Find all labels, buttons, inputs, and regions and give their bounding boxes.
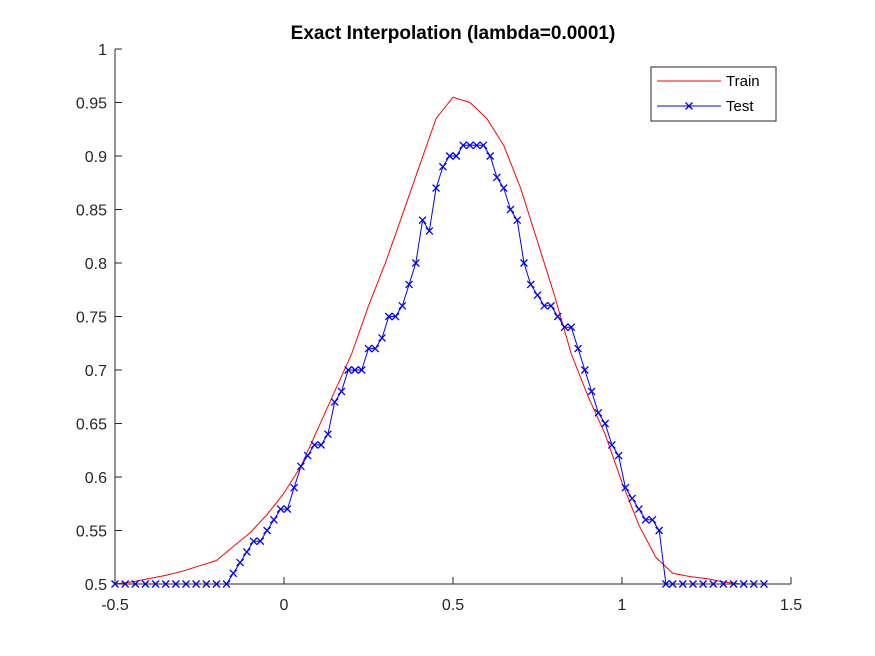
x-tick-label: 1 [618, 597, 627, 614]
y-tick-label: 1 [98, 42, 107, 59]
data-point [445, 152, 454, 160]
data-point [391, 312, 400, 321]
data-point [648, 515, 657, 524]
legend-item-test: Test [657, 98, 754, 115]
data-point [465, 141, 474, 150]
data-point [520, 259, 528, 267]
data-point [607, 440, 616, 449]
data-point [296, 462, 305, 471]
data-point [580, 366, 589, 374]
data-point [553, 312, 562, 321]
y-tick-label: 0.65 [76, 417, 107, 434]
data-point [452, 152, 461, 160]
data-point [499, 184, 508, 193]
data-point [418, 216, 427, 225]
data-point [330, 398, 339, 407]
data-point [540, 301, 549, 310]
y-tick-label: 0.85 [76, 203, 107, 220]
data-point [398, 301, 407, 310]
x-tick-label: 0.5 [442, 597, 464, 614]
data-point [628, 494, 637, 503]
data-point [357, 366, 366, 374]
x-tick-label: 0 [280, 597, 289, 614]
data-point [317, 440, 326, 449]
y-tick-label: 0.9 [85, 149, 107, 166]
y-tick-label: 0.8 [85, 256, 107, 273]
data-point [513, 216, 522, 225]
legend-item-train: Train [657, 73, 760, 90]
data-point [614, 451, 623, 460]
legend-marker [685, 102, 693, 110]
data-point [472, 141, 481, 150]
data-point [425, 226, 434, 235]
data-point [378, 333, 386, 342]
data-point [405, 280, 414, 289]
legend: Train Test [650, 66, 777, 122]
data-point [601, 419, 610, 428]
data-point [249, 537, 258, 546]
data-point [310, 440, 319, 449]
data-point [486, 152, 495, 160]
chart-title: Exact Interpolation (lambda=0.0001) [291, 23, 616, 44]
data-point [384, 312, 393, 321]
y-tick-label: 0.5 [85, 577, 107, 594]
data-point [459, 141, 468, 150]
data-point [634, 505, 643, 514]
data-point [492, 173, 501, 182]
y-tick-label: 0.6 [85, 470, 107, 487]
y-tick-label: 0.75 [76, 310, 107, 327]
y-tick-label: 0.95 [76, 96, 107, 113]
legend-label: Train [726, 73, 760, 90]
data-point [621, 483, 630, 492]
data-point [479, 141, 488, 150]
axes: -0.5 0 0.5 1 1.5 0.5 0.55 0.6 0.65 0.7 0.75 0.8 0.85… [76, 42, 802, 614]
data-point [344, 366, 353, 374]
data-point [438, 162, 447, 171]
series-line-train [114, 96, 758, 585]
y-tick-label: 0.55 [76, 524, 107, 541]
data-point [371, 344, 380, 353]
plot-area [111, 96, 768, 588]
data-point [242, 547, 251, 556]
data-point [533, 291, 542, 300]
data-point [432, 184, 441, 193]
data-point [547, 301, 555, 310]
data-point [506, 205, 515, 214]
data-point [283, 505, 292, 514]
data-point [236, 558, 245, 567]
data-point [337, 387, 346, 396]
data-point [587, 387, 596, 396]
data-point [574, 344, 583, 353]
data-point [526, 280, 535, 289]
data-point [229, 569, 238, 578]
data-point [269, 515, 278, 524]
data-point [411, 259, 420, 267]
data-point [290, 483, 299, 492]
legend-box [650, 66, 777, 122]
data-point [323, 430, 332, 439]
data-point [560, 323, 569, 332]
x-tick-label: -0.5 [101, 597, 129, 614]
data-point [351, 366, 359, 374]
legend-label: Test [726, 98, 754, 115]
data-point [263, 526, 272, 535]
data-point [303, 451, 312, 460]
data-point [655, 526, 664, 535]
data-point [276, 505, 285, 514]
data-point [567, 323, 576, 332]
data-point [641, 515, 650, 524]
data-point [364, 344, 373, 353]
data-point [594, 408, 603, 417]
data-point [256, 537, 265, 546]
x-tick-label: 1.5 [780, 597, 802, 614]
y-tick-label: 0.7 [85, 363, 107, 380]
